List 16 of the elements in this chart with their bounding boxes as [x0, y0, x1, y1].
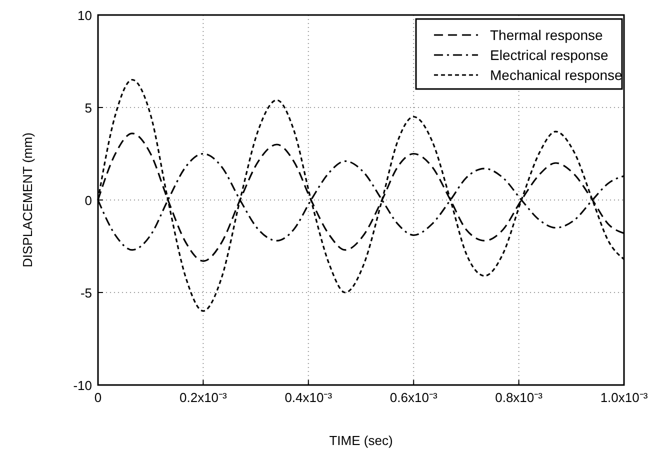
legend-label: Thermal response: [490, 27, 604, 43]
x-tick-label: 0: [94, 390, 102, 405]
y-tick-label: 0: [84, 193, 92, 208]
legend-label: Mechanical response: [490, 67, 623, 83]
x-axis-title: TIME (sec): [329, 433, 393, 448]
legend-label: Electrical response: [490, 47, 608, 63]
y-axis-title: DISPLACEMENT (mm): [20, 132, 35, 268]
y-tick-label: 10: [78, 8, 92, 23]
y-tick-label: -5: [80, 286, 92, 300]
x-tick-label: 0.2x10⁻³: [180, 390, 228, 405]
y-tick-label: -10: [73, 378, 92, 393]
x-tick-label: 0.4x10⁻³: [284, 390, 333, 405]
x-tick-label: 0.6x10⁻³: [390, 390, 438, 405]
x-tick-label: 0.8x10⁻³: [495, 390, 544, 405]
x-tick-label: 1.0x10⁻³: [600, 390, 648, 405]
y-tick-label: 5: [84, 100, 92, 116]
